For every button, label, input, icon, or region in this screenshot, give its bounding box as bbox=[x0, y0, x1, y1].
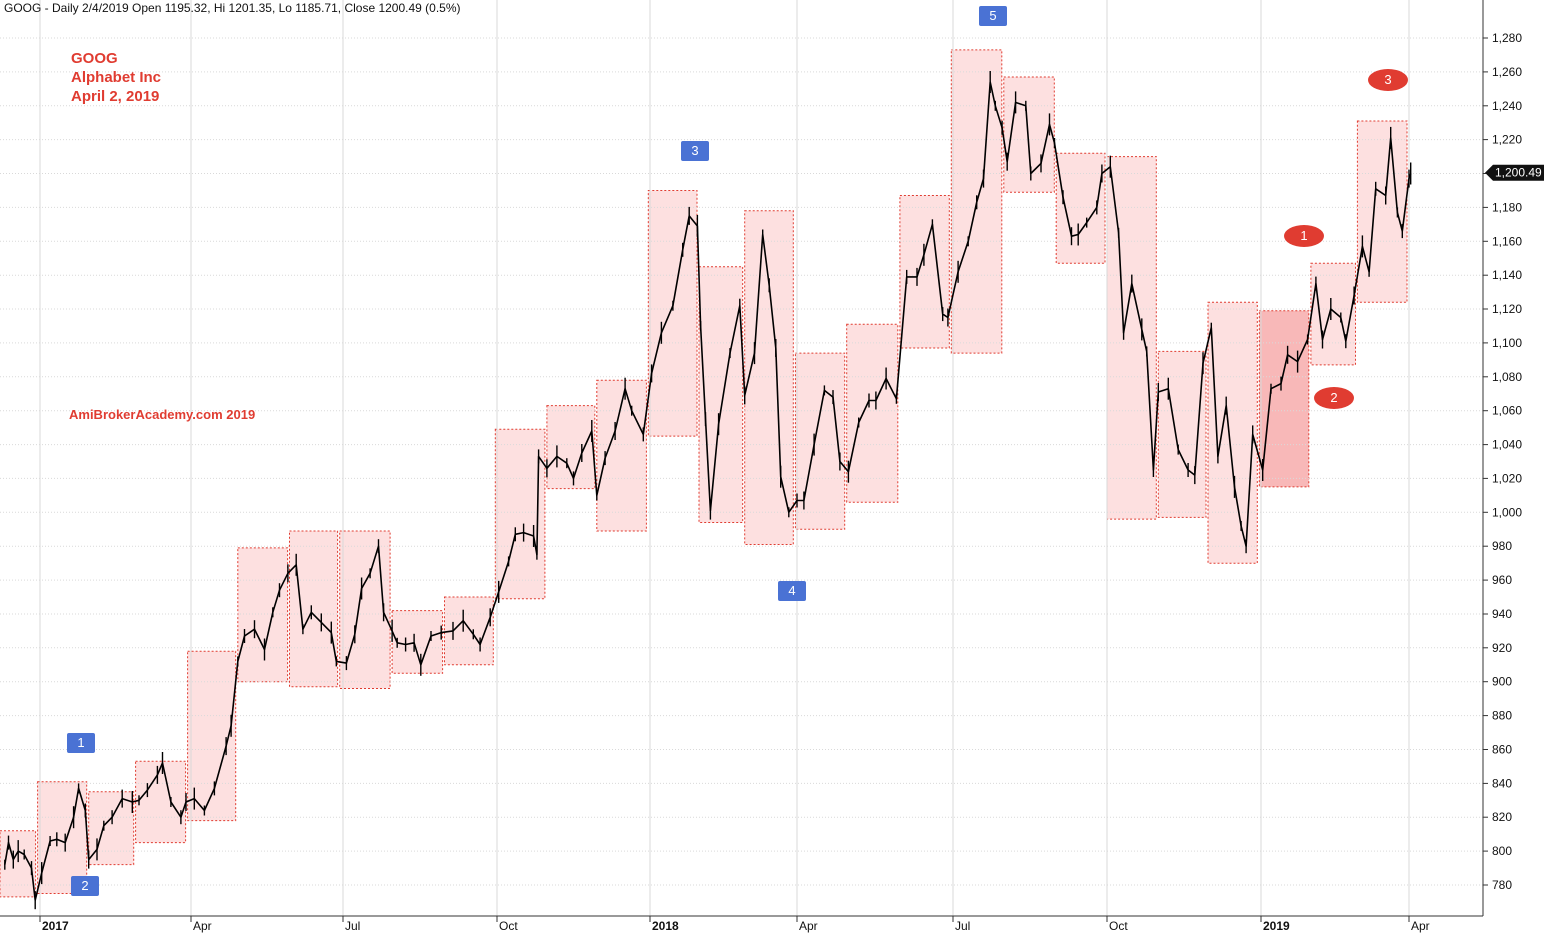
monthly-box-2017-07 bbox=[339, 530, 391, 689]
monthly-box-2017-02 bbox=[88, 791, 135, 866]
x-tick-label-2019-04-01: Apr bbox=[1411, 919, 1430, 933]
y-tick-label-880: 880 bbox=[1492, 709, 1512, 723]
watermark-label: AmiBrokerAcademy.com 2019 bbox=[69, 407, 256, 422]
monthly-box-2017-11 bbox=[546, 405, 596, 490]
red-marker-3: 3 bbox=[1368, 69, 1408, 91]
last-price-tag: 1,200.49 bbox=[1485, 164, 1544, 181]
monthly-box-2018-10 bbox=[1106, 156, 1157, 520]
date-label: April 2, 2019 bbox=[71, 88, 160, 105]
monthly-box-2018-09 bbox=[1055, 152, 1106, 264]
y-tick-label-1080: 1,080 bbox=[1492, 370, 1522, 384]
grid bbox=[0, 0, 1483, 916]
blue-marker-1: 1 bbox=[67, 733, 95, 753]
y-tick-label-960: 960 bbox=[1492, 573, 1512, 587]
blue-marker-3: 3 bbox=[681, 141, 709, 161]
y-tick-label-1140: 1,140 bbox=[1492, 268, 1522, 282]
red-marker-2: 2 bbox=[1314, 387, 1354, 409]
y-tick-label-920: 920 bbox=[1492, 641, 1512, 655]
x-tick-label-2017-10-02: Oct bbox=[499, 919, 518, 933]
y-tick-label-1220: 1,220 bbox=[1492, 133, 1522, 147]
red-marker-1: 1 bbox=[1284, 225, 1324, 247]
y-tick-label-1000: 1,000 bbox=[1492, 505, 1522, 519]
monthly-box-2018-03 bbox=[744, 210, 794, 546]
chart-header: GOOG - Daily 2/4/2019 Open 1195.32, Hi 1… bbox=[4, 1, 461, 15]
monthly-box-2017-06 bbox=[289, 530, 339, 688]
x-tick-label-2017-04-03: Apr bbox=[193, 919, 212, 933]
y-tick-label-1280: 1,280 bbox=[1492, 31, 1522, 45]
y-tick-label-1060: 1,060 bbox=[1492, 404, 1522, 418]
y-tick-label-800: 800 bbox=[1492, 844, 1512, 858]
monthly-box-2017-05 bbox=[237, 547, 289, 683]
x-tick-label-2017-01-03: 2017 bbox=[42, 919, 69, 933]
monthly-box-2017-10 bbox=[494, 428, 546, 600]
y-tick-label-900: 900 bbox=[1492, 675, 1512, 689]
y-tick-label-1100: 1,100 bbox=[1492, 336, 1522, 350]
y-tick-label-1020: 1,020 bbox=[1492, 471, 1522, 485]
last-price-label: 1,200.49 bbox=[1495, 166, 1542, 180]
y-tick-label-780: 780 bbox=[1492, 878, 1512, 892]
y-tick-label-940: 940 bbox=[1492, 607, 1512, 621]
monthly-box-2018-05 bbox=[846, 323, 899, 503]
x-tick-label-2018-04-02: Apr bbox=[799, 919, 818, 933]
monthly-box-2018-12 bbox=[1207, 301, 1258, 564]
blue-marker-4: 4 bbox=[778, 581, 806, 601]
y-tick-label-1160: 1,160 bbox=[1492, 234, 1522, 248]
x-tick-label-2018-07-02: Jul bbox=[955, 919, 970, 933]
monthly-box-2017-03 bbox=[135, 760, 187, 844]
y-tick-label-1180: 1,180 bbox=[1492, 200, 1522, 214]
company-label: Alphabet Inc bbox=[71, 69, 162, 86]
blue-marker-5: 5 bbox=[979, 6, 1007, 26]
monthly-box-2018-02 bbox=[698, 266, 744, 524]
y-tick-label-1120: 1,120 bbox=[1492, 302, 1522, 316]
symbol-label: GOOG bbox=[71, 50, 118, 67]
y-tick-label-840: 840 bbox=[1492, 776, 1512, 790]
y-tick-label-1240: 1,240 bbox=[1492, 99, 1522, 113]
y-tick-label-1040: 1,040 bbox=[1492, 438, 1522, 452]
axes bbox=[0, 0, 1484, 917]
y-axis-ticks: 780 800 820 840 860 880 900 920 940 960 980 1,000 1,… bbox=[1483, 31, 1522, 892]
monthly-box-2019-03 bbox=[1356, 120, 1408, 303]
last-price-tag-shape bbox=[1485, 164, 1544, 181]
monthly-box-2018-01 bbox=[647, 190, 698, 437]
y-tick-label-1260: 1,260 bbox=[1492, 65, 1522, 79]
y-tick-label-980: 980 bbox=[1492, 539, 1512, 553]
monthly-box-2018-06 bbox=[899, 195, 950, 349]
x-tick-label-2019-01-02: 2019 bbox=[1263, 919, 1290, 933]
x-axis-ticks: 2017 Apr Jul Oct 2018 Apr Jul Oct 2019 Apr bbox=[39, 916, 1430, 933]
monthly-box-2017-08 bbox=[391, 610, 444, 674]
monthly-box-2019-01 bbox=[1258, 310, 1310, 488]
monthly-box-2017-04 bbox=[187, 650, 237, 822]
monthly-box-2017-01 bbox=[37, 781, 88, 895]
y-tick-label-860: 860 bbox=[1492, 743, 1512, 757]
blue-marker-2: 2 bbox=[71, 876, 99, 896]
x-tick-label-2018-10-01: Oct bbox=[1109, 919, 1128, 933]
monthly-box-2019-02 bbox=[1310, 262, 1357, 366]
x-tick-label-2018-01-02: 2018 bbox=[652, 919, 679, 933]
monthly-range-boxes bbox=[0, 49, 1408, 898]
price-series bbox=[4, 71, 1412, 910]
close-price-line bbox=[4, 81, 1412, 901]
x-tick-label-2017-07-03: Jul bbox=[345, 919, 360, 933]
y-tick-label-820: 820 bbox=[1492, 810, 1512, 824]
